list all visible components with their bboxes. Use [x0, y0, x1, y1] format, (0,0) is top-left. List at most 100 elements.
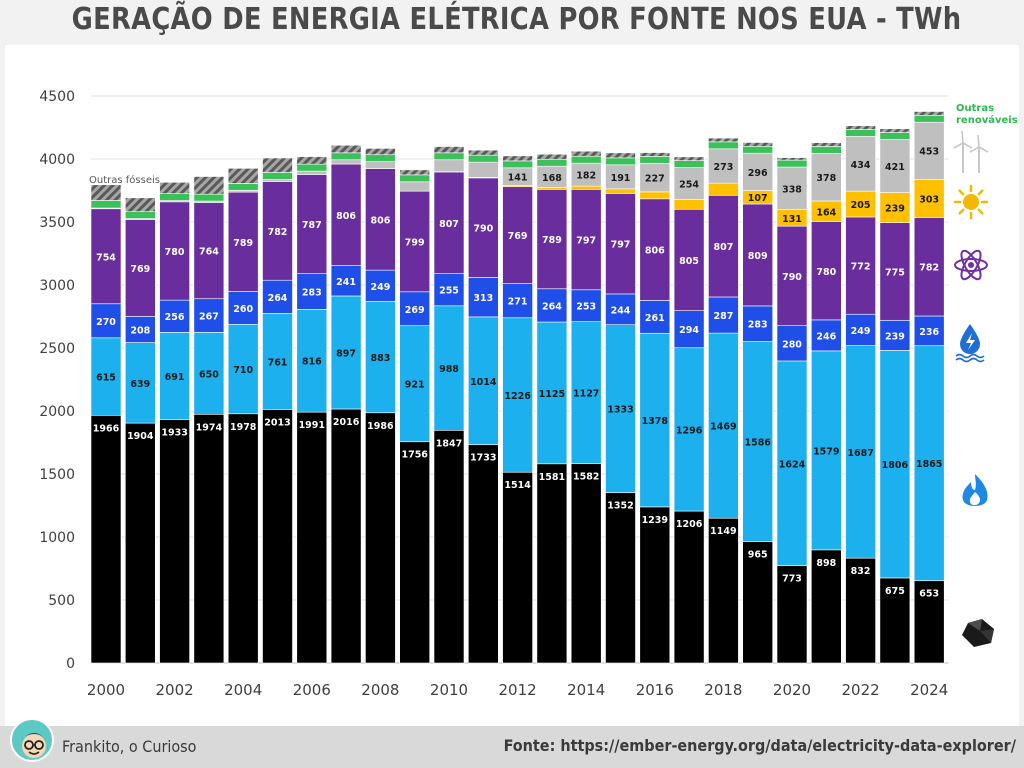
bar-segment-nuclear: [879, 222, 911, 321]
data-label-nuclear: 806: [645, 246, 665, 257]
author-avatar: [10, 718, 54, 762]
bar-segment-solar: [639, 191, 671, 200]
data-label-solar: 131: [782, 214, 802, 225]
bar-segment-wind: [296, 170, 328, 175]
footer-bar: Frankito, o Curioso Fonte: https://ember…: [0, 718, 1024, 768]
data-label-gas: 897: [336, 348, 356, 359]
data-label-coal: 1974: [196, 422, 223, 433]
legend-outras-fosseis: Outras fósseis: [89, 174, 160, 186]
data-label-gas: 761: [268, 357, 288, 368]
data-label-coal: 1991: [299, 420, 325, 431]
bar-segment-other_renewables: [296, 163, 328, 172]
data-label-hydro: 239: [885, 331, 905, 342]
bar-segment-other_renewables: [776, 159, 808, 168]
bar-segment-solar: [605, 188, 636, 194]
data-label-gas: 1586: [744, 437, 771, 448]
data-label-nuclear: 782: [268, 227, 288, 238]
data-label-gas: 816: [302, 357, 322, 368]
data-label-hydro: 249: [851, 326, 871, 337]
bar-segment-gas: [262, 313, 293, 410]
bar-segment-hydro: [913, 315, 945, 347]
data-label-gas: 883: [370, 353, 390, 364]
data-label-nuclear: 772: [851, 262, 871, 273]
data-label-wind: 338: [782, 184, 802, 195]
bar-segment-coal: [296, 411, 328, 664]
bar-segment-wind: [467, 161, 499, 178]
bar-segment-coal: [262, 409, 293, 664]
data-label-hydro: 260: [233, 304, 253, 315]
bar-segment-other_renewables: [845, 129, 876, 137]
bar-segment-hydro: [639, 300, 671, 334]
data-label-gas: 1865: [916, 459, 942, 470]
data-label-hydro: 256: [165, 312, 185, 323]
bar-segment-nuclear: [776, 225, 808, 326]
bar-segment-hydro: [330, 265, 362, 297]
bar-segment-gas: [125, 342, 156, 424]
data-label-gas: 988: [439, 364, 459, 375]
x-tick-label: 2002: [156, 681, 194, 699]
data-label-coal: 2013: [264, 417, 290, 428]
bar-segment-other_fossil: [193, 176, 225, 195]
wind-turbine-icon: [953, 130, 989, 173]
bar-segment-other_fossil: [536, 153, 568, 160]
data-label-coal: 675: [885, 586, 905, 597]
bar-segment-other_renewables: [330, 152, 362, 161]
bar-segment-wind: [365, 161, 396, 169]
data-label-wind: 421: [885, 162, 905, 173]
bar-segment-other_fossil: [605, 152, 636, 159]
x-tick-label: 2016: [636, 681, 674, 699]
data-label-nuclear: 769: [130, 264, 150, 275]
data-label-nuclear: 790: [782, 272, 802, 283]
bar-segment-coal: [913, 580, 945, 664]
bar-segment-coal: [776, 565, 808, 664]
bar-segment-coal: [845, 557, 876, 664]
bar-segment-hydro: [845, 313, 876, 346]
data-label-hydro: 244: [611, 305, 631, 316]
bar-segment-other_fossil: [502, 155, 533, 162]
data-label-coal: 1933: [161, 427, 187, 438]
bar-segment-wind: [399, 181, 431, 192]
hydro-icon: [955, 324, 985, 363]
data-label-hydro: 267: [199, 312, 219, 323]
data-label-coal: 1582: [573, 472, 599, 483]
data-label-wind: 273: [713, 162, 733, 173]
bar-segment-coal: [467, 444, 499, 664]
data-label-gas: 1624: [779, 459, 806, 470]
data-label-nuclear: 809: [748, 251, 768, 262]
chart-panel: 0 500 1000 1500 2000 2500 3000 3500 4000 4500 196…: [5, 45, 1019, 735]
bar-segment-other_renewables: [810, 146, 842, 154]
data-label-gas: 1469: [710, 422, 736, 433]
data-label-hydro: 269: [405, 305, 425, 316]
x-tick-label: 2022: [842, 681, 880, 699]
bar-segment-solar: [570, 185, 602, 190]
bar-segment-other_fossil: [673, 156, 705, 161]
bar-segment-gas: [365, 301, 396, 414]
data-label-gas: 921: [405, 380, 425, 391]
bar-segment-coal: [673, 510, 705, 664]
bar-segment-gas: [570, 321, 602, 464]
bar-segment-nuclear: [159, 201, 190, 301]
bar-segment-other_renewables: [433, 152, 465, 161]
data-label-coal: 773: [782, 574, 802, 585]
data-label-nuclear: 787: [302, 220, 322, 231]
bar-segment-other_fossil: [399, 169, 431, 176]
bar-segment-hydro: [365, 269, 396, 302]
x-tick-label: 2018: [704, 681, 742, 699]
data-label-hydro: 283: [748, 320, 768, 331]
data-label-coal: 1904: [127, 431, 154, 442]
data-label-nuclear: 797: [576, 236, 596, 247]
data-label-coal: 1756: [401, 450, 428, 461]
bar-segment-wind: [742, 152, 774, 191]
y-tick-label: 3000: [39, 278, 75, 294]
bar-segment-gas: [330, 295, 362, 410]
bar-segment-nuclear: [330, 163, 362, 266]
bar-segment-gas: [159, 332, 190, 420]
data-label-wind: 168: [542, 173, 562, 184]
chart-title: GERAÇÃO DE ENERGIA ELÉTRICA POR FONTE NO…: [71, 2, 962, 37]
bar-segment-gas: [673, 347, 705, 512]
flame-icon: [962, 474, 988, 506]
data-label-hydro: 241: [336, 277, 356, 288]
data-label-solar: 303: [919, 194, 939, 205]
bar-segment-other_fossil: [913, 111, 945, 116]
bar-segment-coal: [879, 577, 911, 664]
